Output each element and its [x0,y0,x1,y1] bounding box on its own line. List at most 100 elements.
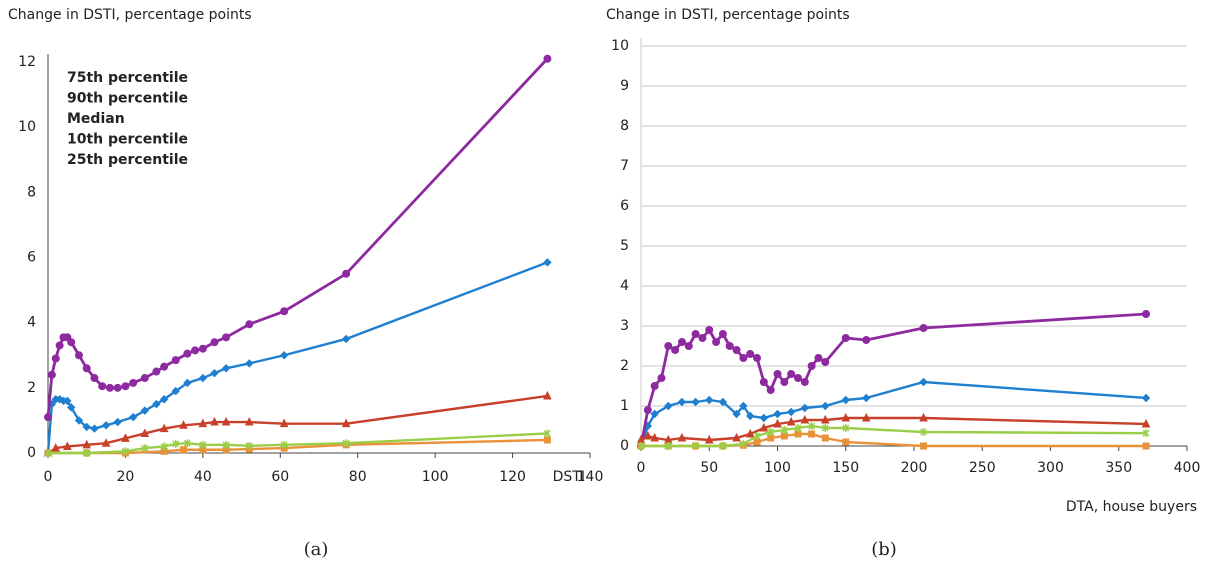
x-tick-label: 300 [1037,460,1064,476]
series-line [47,394,548,455]
x-axis-title: DSTI [553,469,585,485]
point [543,429,551,438]
point [1142,310,1151,318]
point [171,386,180,396]
point [814,354,823,362]
point [63,441,72,450]
point [637,442,645,450]
y-tick-label: 4 [27,315,36,331]
point [159,395,169,404]
point [113,417,122,427]
y-tick-label: 2 [620,358,629,374]
point [1142,442,1150,450]
point [841,334,850,342]
point [180,446,187,454]
point [773,370,782,378]
point [787,370,796,378]
x-tick-label: 0 [637,460,646,476]
point [67,403,76,412]
point [245,441,253,450]
point [732,409,741,419]
point [677,432,687,442]
point [705,395,714,405]
point [862,393,871,403]
point [650,409,659,419]
point [279,351,289,360]
y-tick-label: 9 [620,78,629,94]
point [141,444,149,453]
point [919,324,928,332]
caption: (b) [871,539,897,560]
point [773,409,782,419]
point [198,344,207,353]
y-axis-title: Change in DSTI, percentage points [606,7,850,23]
point [732,346,741,354]
point [692,442,700,450]
point [90,424,99,433]
point [140,406,149,415]
point [128,412,138,422]
y-tick-label: 2 [27,380,36,396]
point [664,401,673,411]
point [160,362,169,371]
point [172,439,180,448]
point [245,359,254,368]
x-tick-label: 140 [577,469,604,485]
point [210,338,219,347]
point [113,383,122,392]
point [160,442,168,451]
point [732,432,741,442]
point [862,336,871,344]
y-tick-label: 8 [27,184,36,200]
point [67,338,76,347]
point [919,412,928,422]
point [280,307,289,316]
y-tick-label: 6 [620,198,629,214]
x-tick-label: 50 [700,460,718,476]
point [83,449,91,457]
point [794,424,802,432]
point [82,439,92,449]
point [179,420,188,429]
point [821,401,830,411]
point [650,432,659,442]
point [140,374,149,383]
point [222,440,230,449]
legend-label: 90th percentile [67,91,188,107]
series-line [641,424,1147,448]
point [643,430,653,440]
series-line [640,416,1147,442]
point [786,416,796,426]
y-tick-label: 10 [611,38,629,54]
point [759,422,769,432]
point [342,269,351,278]
point [82,364,91,373]
y-tick-label: 12 [18,54,36,70]
point [746,350,755,358]
point [719,442,727,450]
x-tick-label: 100 [422,469,449,485]
x-axis-title: DTA, house buyers [1066,499,1197,515]
point [543,390,552,400]
point [183,378,192,388]
point [677,338,686,346]
point [677,397,687,407]
legend-label: 10th percentile [67,132,188,148]
x-tick-label: 150 [832,460,859,476]
point [808,422,816,430]
caption: (a) [304,539,329,560]
point [920,442,928,450]
point [759,378,768,386]
point [718,330,727,338]
point [152,399,161,409]
x-tick-label: 80 [349,469,367,485]
point [808,430,816,438]
point [198,373,208,383]
point [650,382,659,390]
y-tick-label: 5 [620,238,629,254]
point [159,423,169,433]
point [171,356,180,365]
point [793,374,802,382]
y-tick-label: 1 [620,398,629,414]
point [739,354,748,362]
